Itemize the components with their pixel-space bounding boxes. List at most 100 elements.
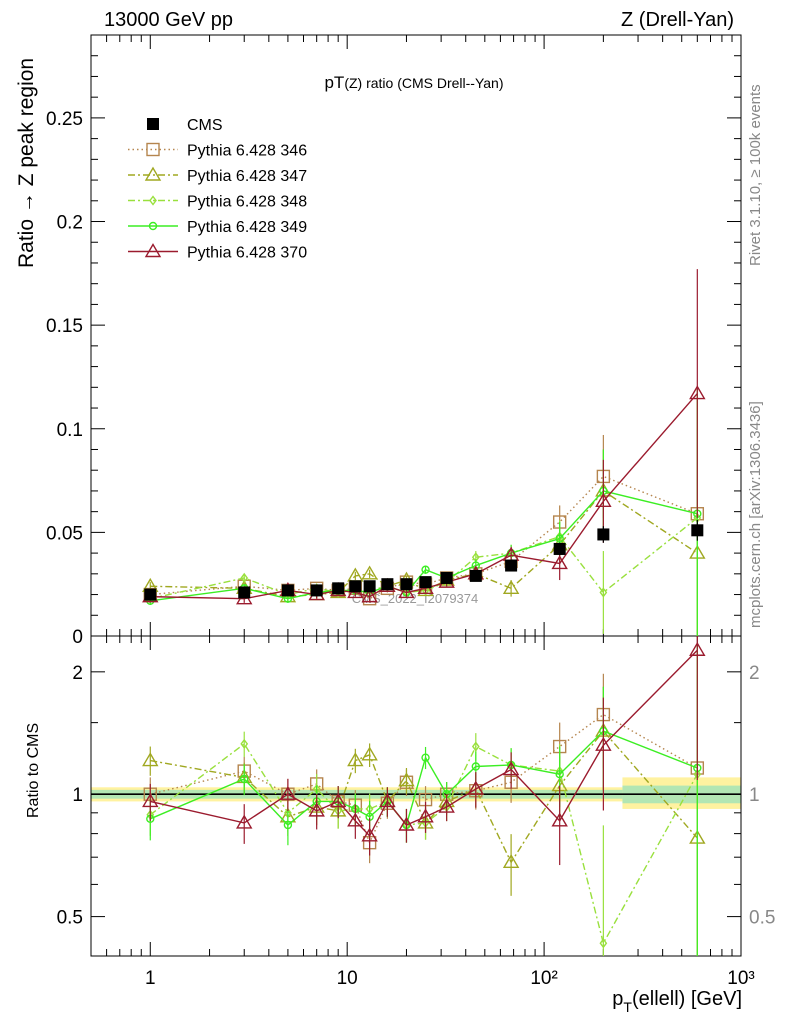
ratio-ytick-label: 0.5 <box>57 908 83 929</box>
data-point <box>240 738 249 750</box>
data-point <box>363 580 376 593</box>
data-point <box>381 578 394 591</box>
legend-marker <box>149 195 157 206</box>
data-point <box>349 580 362 593</box>
data-point <box>421 565 430 574</box>
main-ytick-label: 0.15 <box>46 316 83 337</box>
data-point <box>361 746 378 761</box>
data-point <box>379 793 396 808</box>
series-line <box>149 742 698 946</box>
series-line <box>150 393 698 600</box>
data-point <box>417 808 434 823</box>
data-point <box>502 761 520 776</box>
xtick-label: 10³ <box>727 968 754 989</box>
data-point <box>551 555 568 570</box>
legend-item: Pythia 6.428 348 <box>128 194 307 211</box>
data-point <box>597 528 610 541</box>
data-point <box>555 770 564 779</box>
data-point <box>281 584 294 597</box>
data-point <box>502 853 520 869</box>
data-point <box>599 938 608 949</box>
data-point <box>471 741 480 752</box>
data-point <box>595 736 612 751</box>
legend: CMS Pythia 6.428 346 Pythia 6.428 347 Pythi… <box>128 117 307 262</box>
data-point <box>471 762 481 771</box>
data-point <box>595 492 612 507</box>
mcplots-label: mcplots.cern.ch [arXiv:1306.3436] <box>747 401 764 628</box>
data-point <box>553 542 566 555</box>
main-y-axis-title: Ratio → Z peak region <box>15 58 38 268</box>
main-series-cms <box>144 519 704 601</box>
data-point <box>599 587 608 598</box>
main-ytick-label: 0.05 <box>46 523 83 544</box>
main-series-5 <box>142 269 706 605</box>
legend-label: Pythia 6.428 370 <box>187 245 307 262</box>
legend-marker <box>144 166 162 181</box>
data-point <box>502 579 520 595</box>
main-axes: 0 0.05 0.1 0.15 0.2 0.25 <box>46 34 742 648</box>
data-point <box>238 586 251 599</box>
ratio-ytick-label-right: 1 <box>749 785 760 806</box>
data-point <box>421 753 430 762</box>
header-process: Z (Drell-Yan) <box>621 9 734 31</box>
data-point <box>440 571 453 584</box>
ratio-ytick-label: 2 <box>72 663 83 684</box>
legend-item: Pythia 6.428 370 <box>128 243 307 262</box>
ratio-series-3 <box>146 647 702 956</box>
data-point <box>240 774 249 784</box>
xtick-label: 1 <box>145 968 156 989</box>
legend-label: Pythia 6.428 349 <box>187 219 307 236</box>
data-point <box>689 385 706 400</box>
data-point <box>347 752 364 767</box>
main-ytick-label: 0 <box>72 627 83 648</box>
data-point <box>691 524 704 537</box>
data-point <box>361 588 378 603</box>
data-point <box>142 752 159 767</box>
data-point <box>689 641 706 656</box>
data-point <box>361 565 378 580</box>
data-point <box>398 584 415 599</box>
data-point <box>142 793 159 808</box>
data-point <box>551 812 568 827</box>
ratio-series-5 <box>142 636 706 866</box>
data-point <box>283 820 293 830</box>
legend-item: Pythia 6.428 346 <box>128 143 307 160</box>
rivet-label: Rivet 3.1.10, ≥ 100k events <box>747 84 764 266</box>
ratio-axes: 0.5 0.5 1 1 2 2 1 10 10² 10³ <box>57 635 775 989</box>
legend-marker <box>148 221 158 231</box>
legend-label: Pythia 6.428 348 <box>187 194 307 211</box>
data-point <box>438 798 455 813</box>
main-ytick-label: 0.2 <box>57 213 83 234</box>
data-point <box>308 802 325 817</box>
ratio-series-layer <box>142 636 706 956</box>
ratio-frame <box>90 635 742 957</box>
legend-label: Pythia 6.428 346 <box>187 143 307 160</box>
legend-label: Pythia 6.428 347 <box>187 168 307 185</box>
ratio-ytick-label-right: 0.5 <box>749 908 775 929</box>
data-point <box>505 559 518 572</box>
legend-marker <box>147 118 159 130</box>
series-line <box>150 713 698 845</box>
data-point <box>144 588 157 601</box>
data-point <box>240 572 249 584</box>
xtick-label: 10² <box>530 968 557 989</box>
xtick-label: 10 <box>337 968 358 989</box>
main-ytick-label: 0.25 <box>46 109 83 130</box>
data-point <box>332 582 345 595</box>
series-line <box>150 729 698 864</box>
data-point <box>310 584 323 597</box>
series-line <box>150 649 698 838</box>
legend-marker <box>146 142 160 157</box>
data-point <box>361 827 378 842</box>
data-point <box>469 569 482 582</box>
main-ytick-label: 0.1 <box>57 420 83 441</box>
legend-item: CMS <box>147 117 223 134</box>
ratio-y-axis-title: Ratio to CMS <box>25 723 42 818</box>
legend-item: Pythia 6.428 349 <box>128 219 307 236</box>
data-point <box>398 772 415 787</box>
header-energy: 13000 GeV pp <box>104 9 233 31</box>
legend-marker <box>144 243 162 258</box>
plot-title: pT(Z) ratio (CMS Drell--Yan) <box>324 73 503 92</box>
legend-item: Pythia 6.428 347 <box>128 166 307 185</box>
